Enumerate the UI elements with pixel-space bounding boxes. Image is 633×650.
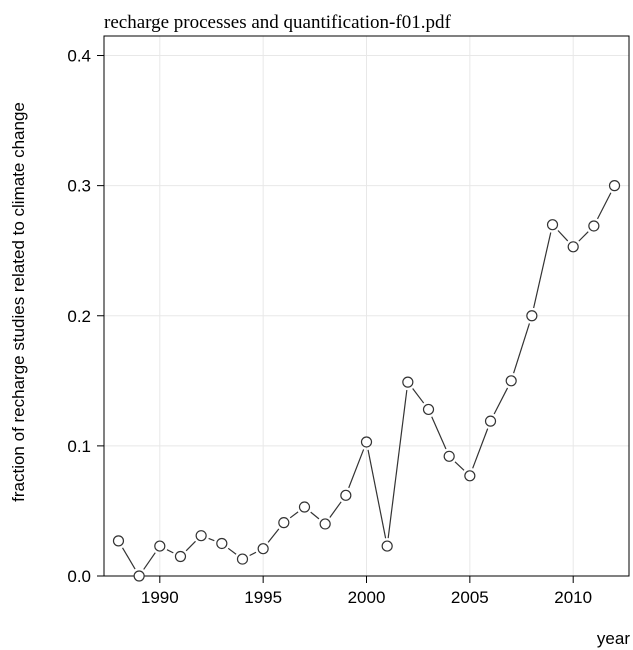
data-point	[360, 436, 373, 448]
series-segment	[249, 551, 257, 557]
data-point	[567, 241, 579, 253]
x-tick-label: 1995	[244, 588, 282, 607]
data-point	[443, 450, 455, 462]
series-segment	[289, 511, 299, 519]
data-point	[195, 530, 207, 542]
x-tick-label: 2000	[348, 588, 386, 607]
data-point	[298, 501, 311, 513]
series-segment	[513, 323, 531, 374]
series-segment	[387, 389, 408, 539]
data-point	[402, 376, 414, 388]
data-point	[381, 540, 393, 552]
series-segment	[122, 547, 136, 570]
data-point	[505, 375, 517, 387]
series-segment	[310, 511, 320, 520]
series-segment	[533, 232, 552, 309]
data-point	[484, 415, 497, 427]
series-segment	[267, 528, 280, 543]
x-axis-label: year	[597, 629, 630, 648]
series-segment	[472, 428, 489, 469]
data-point	[112, 535, 125, 547]
series-segment	[578, 231, 589, 242]
series-segment	[143, 552, 156, 570]
data-point	[319, 518, 331, 530]
data-point	[340, 489, 352, 501]
y-tick-label: 0.0	[67, 567, 91, 586]
series-segment	[493, 387, 509, 415]
data-point	[236, 553, 249, 565]
series-segment	[227, 547, 237, 555]
data-point	[257, 543, 269, 555]
data-point	[588, 220, 600, 232]
data-point	[526, 310, 538, 322]
series-segment	[412, 388, 425, 404]
data-point	[278, 517, 290, 529]
y-tick-label: 0.2	[67, 307, 91, 326]
data-point	[174, 550, 187, 563]
y-tick-label: 0.1	[67, 437, 91, 456]
x-tick-label: 2010	[554, 588, 592, 607]
y-axis: 0.0 0.1 0.2 0.3 0.4	[67, 47, 104, 586]
chart-title: recharge processes and quantification-f0…	[104, 12, 451, 33]
data-point	[422, 403, 435, 416]
series-segment	[329, 501, 342, 518]
series-segment	[166, 549, 174, 554]
series-segment	[367, 449, 387, 539]
series-segment	[454, 461, 465, 471]
data-point	[464, 470, 476, 482]
x-axis: 1990 1995 2000 2005 2010	[141, 576, 592, 607]
series-segment	[596, 192, 612, 220]
data-point	[216, 537, 228, 550]
series-segment	[557, 230, 569, 242]
series-segment	[208, 537, 215, 542]
y-tick-label: 0.4	[67, 47, 91, 66]
data-point	[608, 180, 621, 192]
series-segment	[431, 416, 447, 450]
data-point	[154, 540, 166, 552]
x-tick-label: 2005	[451, 588, 489, 607]
series-points	[112, 180, 621, 582]
y-tick-label: 0.3	[67, 177, 91, 196]
series-segment	[185, 540, 196, 552]
data-point	[133, 570, 145, 582]
x-tick-label: 1990	[141, 588, 179, 607]
grid	[104, 36, 629, 577]
series-segment	[348, 449, 365, 489]
series-lines	[122, 192, 612, 570]
data-point	[546, 219, 559, 231]
y-axis-label: fraction of recharge studies related to …	[9, 102, 28, 502]
